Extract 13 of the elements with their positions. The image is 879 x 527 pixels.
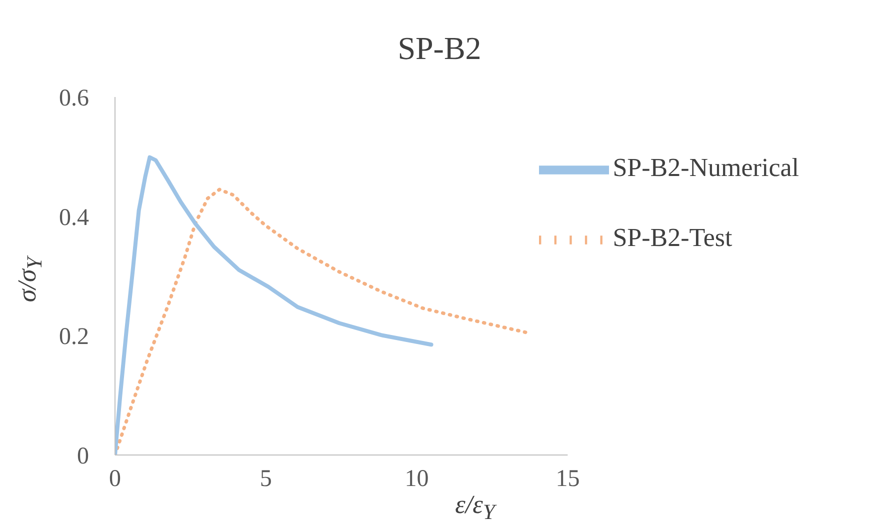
y-tick-label: 0.2: [59, 324, 89, 350]
legend-label: SP-B2-Numerical: [612, 152, 799, 182]
x-tick-label: 10: [404, 466, 429, 492]
y-tick-label: 0: [77, 444, 89, 470]
x-tick-label: 5: [260, 466, 272, 492]
x-tick-label: 0: [109, 466, 121, 492]
legend-label: SP-B2-Test: [612, 222, 732, 252]
x-tick-label: 15: [556, 466, 580, 492]
chart-title: SP-B2: [396, 30, 482, 67]
x-axis-title: ε/ε$_{Y}$: [455, 490, 495, 524]
line-series: [115, 155, 434, 455]
y-tick-label: 0.6: [59, 86, 89, 112]
y-tick-label: 0.4: [59, 204, 89, 231]
